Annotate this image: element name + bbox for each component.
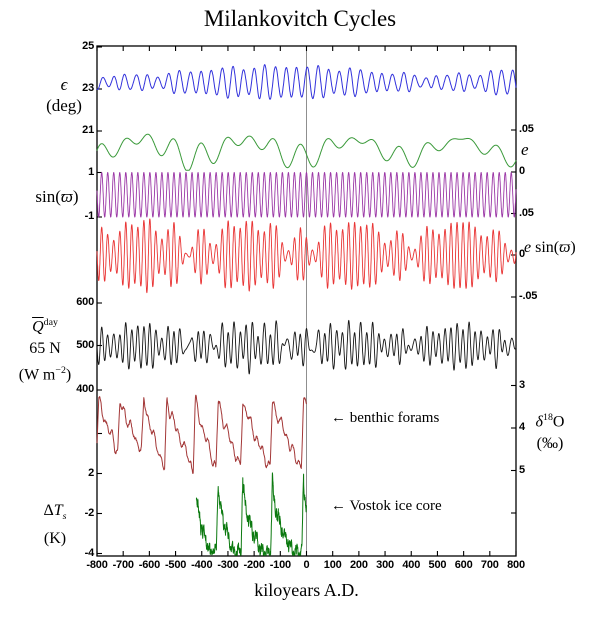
- y-tick-label-right: .05: [519, 206, 534, 219]
- y-tick-label-left: 21: [82, 124, 94, 136]
- insolation-unit-close: ): [65, 366, 72, 384]
- x-tick-label: -800: [86, 559, 108, 571]
- sinw-post: ): [72, 187, 79, 206]
- x-tick-label: 400: [402, 559, 421, 571]
- x-tick-label: -400: [191, 559, 213, 571]
- y-tick-label-left: -2: [84, 506, 95, 519]
- plot-frame: [96, 45, 517, 557]
- benthic-forams-annotation: ← benthic forams: [331, 410, 440, 426]
- obliquity-axis-label: ϵ (deg): [24, 74, 104, 116]
- vostok-annotation: ← Vostok ice core: [331, 498, 442, 514]
- series-vostok: [195, 472, 307, 556]
- d18o-sup: 18: [542, 412, 553, 423]
- x-tick-label: 200: [349, 559, 368, 571]
- x-tick-label: 600: [454, 559, 473, 571]
- sinw-pre: sin(: [35, 187, 61, 206]
- series-esinw: [96, 218, 517, 294]
- esinw-axis-label: e sin(ϖ): [524, 239, 576, 257]
- x-tick-label: 800: [507, 559, 525, 571]
- insolation-unit-open: (W m: [18, 366, 56, 384]
- y-tick-label-left: 400: [76, 383, 94, 395]
- y-tick-label-right: 5: [519, 463, 525, 476]
- series-benthic: [96, 394, 307, 474]
- x-tick-label: 700: [480, 559, 499, 571]
- delta-symbol: Δ: [43, 502, 54, 519]
- qbar-symbol: Q: [32, 318, 44, 336]
- varpi-symbol: ϖ: [60, 187, 73, 206]
- y-tick-label-left: 25: [82, 40, 94, 52]
- t-sub: s: [62, 511, 67, 523]
- y-tick-label-right: -.05: [519, 290, 538, 302]
- chart-title: Milankovitch Cycles: [203, 6, 397, 31]
- x-tick-label: -500: [164, 559, 187, 571]
- x-axis-title: kiloyears A.D.: [254, 580, 359, 600]
- eccentricity-axis-label: e: [521, 140, 529, 159]
- series-eccentricity: [96, 133, 517, 171]
- y-tick-label-left: 23: [82, 82, 94, 94]
- y-tick-label-right: 4: [519, 421, 525, 433]
- x-tick-label: 100: [323, 559, 342, 571]
- y-tick-label-right: .05: [519, 123, 534, 135]
- d18o-o: O: [552, 413, 565, 431]
- series-sinw: [96, 172, 517, 218]
- x-tick-label: -200: [243, 559, 265, 571]
- esinw-e: e: [524, 239, 532, 256]
- esinw-varpi: ϖ: [559, 239, 571, 256]
- y-tick-label-left: 500: [76, 338, 94, 351]
- epsilon-symbol: ϵ: [60, 75, 68, 94]
- y-tick-label-left: -1: [84, 210, 95, 222]
- x-tick-label: -700: [112, 559, 134, 571]
- series-q65n: [96, 319, 517, 375]
- insolation-axis-label: Qday 65 N (W m−2): [6, 312, 84, 387]
- series-obliquity: [96, 64, 517, 100]
- y-tick-label-right: 3: [519, 378, 525, 391]
- x-tick-label: -300: [217, 559, 239, 571]
- d18o-delta: δ: [535, 413, 543, 431]
- x-tick-label: -600: [138, 559, 160, 571]
- x-tick-label: -100: [269, 559, 291, 571]
- x-tick-label: 300: [376, 559, 394, 571]
- x-tick-label: 0: [303, 559, 310, 571]
- delta-t-unit: (K): [43, 530, 67, 548]
- x-tick-label: 500: [428, 559, 447, 571]
- y-tick-label-left: 1: [88, 165, 94, 178]
- insolation-unit-exp: −2: [55, 365, 66, 377]
- y-tick-label-left: 600: [76, 296, 94, 308]
- y-tick-label-left: 2: [88, 466, 94, 479]
- y-tick-label-right: 0: [519, 165, 525, 177]
- y-tick-label-right: 0: [519, 248, 525, 260]
- d18o-axis-label: δ18O (‰): [519, 407, 581, 455]
- esinw-pre: sin(: [531, 239, 560, 256]
- delta-t-axis-label: ΔTs (K): [22, 500, 88, 550]
- y-tick-label-left: -4: [84, 546, 95, 559]
- qbar-sup: day: [43, 317, 58, 328]
- sinw-axis-label: sin(ϖ): [14, 186, 100, 207]
- d18o-unit: (‰): [536, 435, 564, 453]
- esinw-post: ): [570, 239, 576, 256]
- obliquity-unit: (deg): [46, 96, 82, 115]
- t-symbol: T: [53, 502, 63, 519]
- latitude-label: 65 N: [29, 340, 61, 358]
